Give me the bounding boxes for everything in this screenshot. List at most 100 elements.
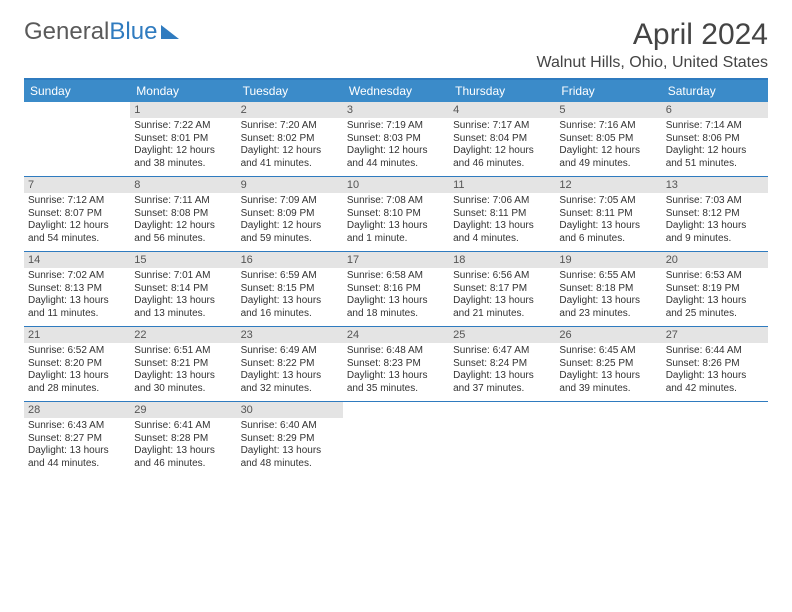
sunset-line: Sunset: 8:19 PM: [666, 283, 764, 296]
daylight-line: Daylight: 13 hours: [347, 295, 445, 308]
daylight-line: and 18 minutes.: [347, 308, 445, 321]
calendar-day-cell: 25Sunrise: 6:47 AMSunset: 8:24 PMDayligh…: [449, 327, 555, 402]
sunset-line: Sunset: 8:20 PM: [28, 358, 126, 371]
sunset-line: Sunset: 8:12 PM: [666, 208, 764, 221]
daylight-line: and 39 minutes.: [559, 383, 657, 396]
daylight-line: and 13 minutes.: [134, 308, 232, 321]
calendar-day-cell: 12Sunrise: 7:05 AMSunset: 8:11 PMDayligh…: [555, 177, 661, 252]
daylight-line: Daylight: 13 hours: [559, 295, 657, 308]
calendar-day-cell: 7Sunrise: 7:12 AMSunset: 8:07 PMDaylight…: [24, 177, 130, 252]
page-header: GeneralBlue April 2024 Walnut Hills, Ohi…: [24, 18, 768, 72]
sunrise-line: Sunrise: 6:53 AM: [666, 270, 764, 283]
day-number: 2: [237, 102, 343, 118]
daylight-line: and 46 minutes.: [453, 158, 551, 171]
sunset-line: Sunset: 8:25 PM: [559, 358, 657, 371]
sunrise-line: Sunrise: 7:14 AM: [666, 120, 764, 133]
sunset-line: Sunset: 8:16 PM: [347, 283, 445, 296]
weekday-header: Tuesday: [237, 80, 343, 102]
day-number: 26: [555, 327, 661, 343]
calendar-page: GeneralBlue April 2024 Walnut Hills, Ohi…: [0, 0, 792, 494]
daylight-line: and 51 minutes.: [666, 158, 764, 171]
sunrise-line: Sunrise: 6:41 AM: [134, 420, 232, 433]
calendar-day-cell: 5Sunrise: 7:16 AMSunset: 8:05 PMDaylight…: [555, 102, 661, 177]
day-number: 30: [237, 402, 343, 418]
day-number: 29: [130, 402, 236, 418]
daylight-line: Daylight: 12 hours: [453, 145, 551, 158]
daylight-line: and 25 minutes.: [666, 308, 764, 321]
calendar-day-cell: 28Sunrise: 6:43 AMSunset: 8:27 PMDayligh…: [24, 402, 130, 477]
sunrise-line: Sunrise: 7:01 AM: [134, 270, 232, 283]
calendar-day-cell: 4Sunrise: 7:17 AMSunset: 8:04 PMDaylight…: [449, 102, 555, 177]
sunset-line: Sunset: 8:23 PM: [347, 358, 445, 371]
sunrise-line: Sunrise: 6:51 AM: [134, 345, 232, 358]
day-number: 18: [449, 252, 555, 268]
day-number: 4: [449, 102, 555, 118]
sunset-line: Sunset: 8:13 PM: [28, 283, 126, 296]
sunset-line: Sunset: 8:02 PM: [241, 133, 339, 146]
calendar-week-row: 14Sunrise: 7:02 AMSunset: 8:13 PMDayligh…: [24, 252, 768, 327]
sunrise-line: Sunrise: 6:56 AM: [453, 270, 551, 283]
day-number: 9: [237, 177, 343, 193]
sunrise-line: Sunrise: 6:45 AM: [559, 345, 657, 358]
daylight-line: and 6 minutes.: [559, 233, 657, 246]
day-number: 15: [130, 252, 236, 268]
sunrise-line: Sunrise: 6:43 AM: [28, 420, 126, 433]
sunset-line: Sunset: 8:29 PM: [241, 433, 339, 446]
calendar-day-cell: 8Sunrise: 7:11 AMSunset: 8:08 PMDaylight…: [130, 177, 236, 252]
daylight-line: and 11 minutes.: [28, 308, 126, 321]
calendar-day-cell: 15Sunrise: 7:01 AMSunset: 8:14 PMDayligh…: [130, 252, 236, 327]
calendar-day-cell: 11Sunrise: 7:06 AMSunset: 8:11 PMDayligh…: [449, 177, 555, 252]
sunrise-line: Sunrise: 6:55 AM: [559, 270, 657, 283]
sunset-line: Sunset: 8:11 PM: [559, 208, 657, 221]
sunset-line: Sunset: 8:08 PM: [134, 208, 232, 221]
calendar-day-cell: 14Sunrise: 7:02 AMSunset: 8:13 PMDayligh…: [24, 252, 130, 327]
sunset-line: Sunset: 8:28 PM: [134, 433, 232, 446]
daylight-line: Daylight: 13 hours: [559, 220, 657, 233]
calendar-day-cell: 10Sunrise: 7:08 AMSunset: 8:10 PMDayligh…: [343, 177, 449, 252]
daylight-line: and 28 minutes.: [28, 383, 126, 396]
daylight-line: Daylight: 12 hours: [347, 145, 445, 158]
weekday-header: Friday: [555, 80, 661, 102]
calendar-week-row: 28Sunrise: 6:43 AMSunset: 8:27 PMDayligh…: [24, 402, 768, 477]
sunset-line: Sunset: 8:18 PM: [559, 283, 657, 296]
day-number: 1: [130, 102, 236, 118]
day-number: 17: [343, 252, 449, 268]
day-number: 23: [237, 327, 343, 343]
daylight-line: Daylight: 13 hours: [28, 295, 126, 308]
sunset-line: Sunset: 8:26 PM: [666, 358, 764, 371]
sunrise-line: Sunrise: 7:16 AM: [559, 120, 657, 133]
daylight-line: Daylight: 13 hours: [347, 370, 445, 383]
daylight-line: Daylight: 12 hours: [559, 145, 657, 158]
daylight-line: Daylight: 13 hours: [453, 295, 551, 308]
sunrise-line: Sunrise: 6:49 AM: [241, 345, 339, 358]
daylight-line: and 44 minutes.: [347, 158, 445, 171]
daylight-line: Daylight: 13 hours: [666, 370, 764, 383]
sunrise-line: Sunrise: 7:11 AM: [134, 195, 232, 208]
day-number: 11: [449, 177, 555, 193]
sunset-line: Sunset: 8:01 PM: [134, 133, 232, 146]
daylight-line: and 54 minutes.: [28, 233, 126, 246]
calendar-day-cell: 13Sunrise: 7:03 AMSunset: 8:12 PMDayligh…: [662, 177, 768, 252]
sunrise-line: Sunrise: 7:08 AM: [347, 195, 445, 208]
calendar-week-row: 1Sunrise: 7:22 AMSunset: 8:01 PMDaylight…: [24, 102, 768, 177]
calendar-day-cell: 3Sunrise: 7:19 AMSunset: 8:03 PMDaylight…: [343, 102, 449, 177]
calendar-day-cell: 2Sunrise: 7:20 AMSunset: 8:02 PMDaylight…: [237, 102, 343, 177]
day-number: 5: [555, 102, 661, 118]
calendar-empty-cell: [449, 402, 555, 477]
day-number: 8: [130, 177, 236, 193]
day-number: 28: [24, 402, 130, 418]
daylight-line: and 37 minutes.: [453, 383, 551, 396]
sunset-line: Sunset: 8:09 PM: [241, 208, 339, 221]
daylight-line: and 48 minutes.: [241, 458, 339, 471]
calendar-day-cell: 20Sunrise: 6:53 AMSunset: 8:19 PMDayligh…: [662, 252, 768, 327]
calendar-empty-cell: [24, 102, 130, 177]
calendar-empty-cell: [662, 402, 768, 477]
sunset-line: Sunset: 8:07 PM: [28, 208, 126, 221]
calendar-day-cell: 22Sunrise: 6:51 AMSunset: 8:21 PMDayligh…: [130, 327, 236, 402]
daylight-line: and 35 minutes.: [347, 383, 445, 396]
daylight-line: Daylight: 13 hours: [453, 370, 551, 383]
daylight-line: Daylight: 12 hours: [28, 220, 126, 233]
calendar-day-cell: 21Sunrise: 6:52 AMSunset: 8:20 PMDayligh…: [24, 327, 130, 402]
day-number: 24: [343, 327, 449, 343]
daylight-line: Daylight: 12 hours: [666, 145, 764, 158]
